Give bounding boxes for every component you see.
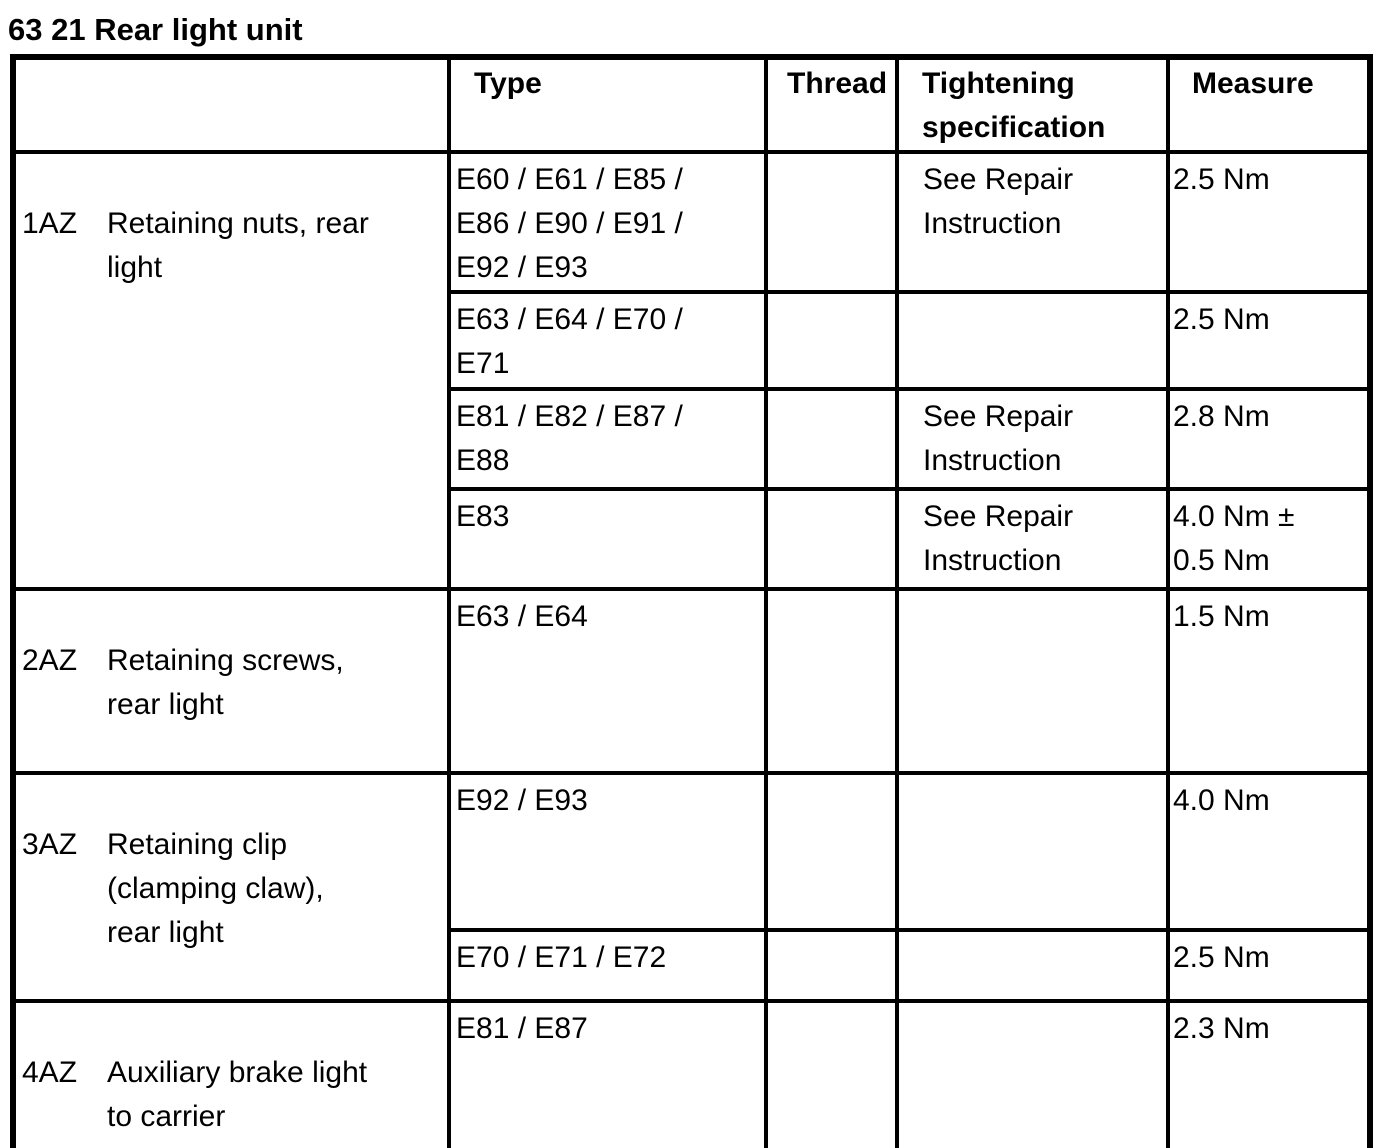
type-cell: E83 [447,487,768,591]
measure-cell: 2.5 Nm [1166,150,1372,294]
thread-cell [764,387,899,491]
item-description: Auxiliary brake light to carrier [107,1056,368,1133]
table-row: 1AZ Retaining nuts, rear light E60 / E61… [11,150,1372,591]
measure-cell: 2.8 Nm [1166,387,1372,491]
thread-cell [764,290,899,391]
item-id: 4AZ [22,1056,78,1089]
type-cell: E60 / E61 / E85 / E86 / E90 / E91 / E92 … [447,150,768,294]
measure-cell: 2.5 Nm [1166,290,1372,391]
table-row: E83 See Repair Instruction 4.0 Nm ± 0.5 … [13,487,1372,591]
item-cell-3az: 3AZ Retaining clip (clamping claw), rear… [11,771,451,1003]
tightening-cell [895,771,1170,932]
page: 63 21 Rear light unit Type Thread Tighte… [0,12,1392,1148]
table-row: 3AZ Retaining clip (clamping claw), rear… [11,771,1372,1003]
header-row: Type Thread Tightening specification Mea… [11,55,1372,154]
item-cell-1az: 1AZ Retaining nuts, rear light [11,150,451,591]
table-row: E63 / E64 / E70 / E71 2.5 Nm [13,290,1372,391]
type-cell: E92 / E93 [447,771,768,932]
type-cell: E63 / E64 [447,587,768,775]
tightening-cell: See Repair Instruction [895,487,1170,591]
item-content: 3AZ Retaining clip (clamping claw), rear… [22,823,445,955]
header-type: Type [447,55,768,154]
table-row: E81 / E82 / E87 / E88 See Repair Instruc… [13,387,1372,491]
thread-cell [764,150,899,294]
measure-cell: 2.5 Nm [1166,927,1372,1004]
tightening-cell: See Repair Instruction [895,150,1170,294]
torque-spec-table: Type Thread Tightening specification Mea… [10,54,1373,1148]
tightening-cell [895,587,1170,775]
item-content: 2AZ Retaining screws, rear light [22,639,445,727]
measure-cell: 2.3 Nm [1166,999,1372,1148]
item-id: 1AZ [22,207,78,240]
item-id: 2AZ [22,644,78,677]
item-cell-2az: 2AZ Retaining screws, rear light [11,587,451,775]
measure-cell: 4.0 Nm ± 0.5 Nm [1166,487,1372,591]
header-item [11,55,451,154]
measure-cell: 4.0 Nm [1166,771,1372,932]
table-row: 2AZ Retaining screws, rear light E63 / E… [11,587,1372,775]
tightening-cell [895,999,1170,1148]
header-thread: Thread [764,55,899,154]
table-row: E70 / E71 / E72 2.5 Nm [13,927,1372,1004]
measure-cell: 1.5 Nm [1166,587,1372,775]
thread-cell [764,999,899,1148]
thread-cell [764,927,899,1004]
type-cell: E63 / E64 / E70 / E71 [447,290,768,391]
type-cell: E81 / E87 [447,999,768,1148]
thread-cell [764,487,899,591]
item-id: 3AZ [22,828,78,861]
item-cell-4az: 4AZ Auxiliary brake light to carrier [11,999,451,1148]
item-description: Retaining screws, rear light [107,644,344,721]
type-cell: E70 / E71 / E72 [447,927,768,1004]
tightening-cell: See Repair Instruction [895,387,1170,491]
thread-cell [764,587,899,775]
table-row: 4AZ Auxiliary brake light to carrier E81… [11,999,1372,1148]
item-description: Retaining clip (clamping claw), rear lig… [107,828,324,949]
tightening-cell [895,290,1170,391]
item-content: 4AZ Auxiliary brake light to carrier [22,1051,445,1139]
thread-cell [764,771,899,932]
item-content: 1AZ Retaining nuts, rear light [22,202,445,290]
type-cell: E81 / E82 / E87 / E88 [447,387,768,491]
tightening-cell [895,927,1170,1004]
header-tightening-specification: Tightening specification [895,55,1170,154]
item-description: Retaining nuts, rear light [107,207,369,284]
header-measure: Measure [1166,55,1372,154]
page-title: 63 21 Rear light unit [8,12,303,47]
